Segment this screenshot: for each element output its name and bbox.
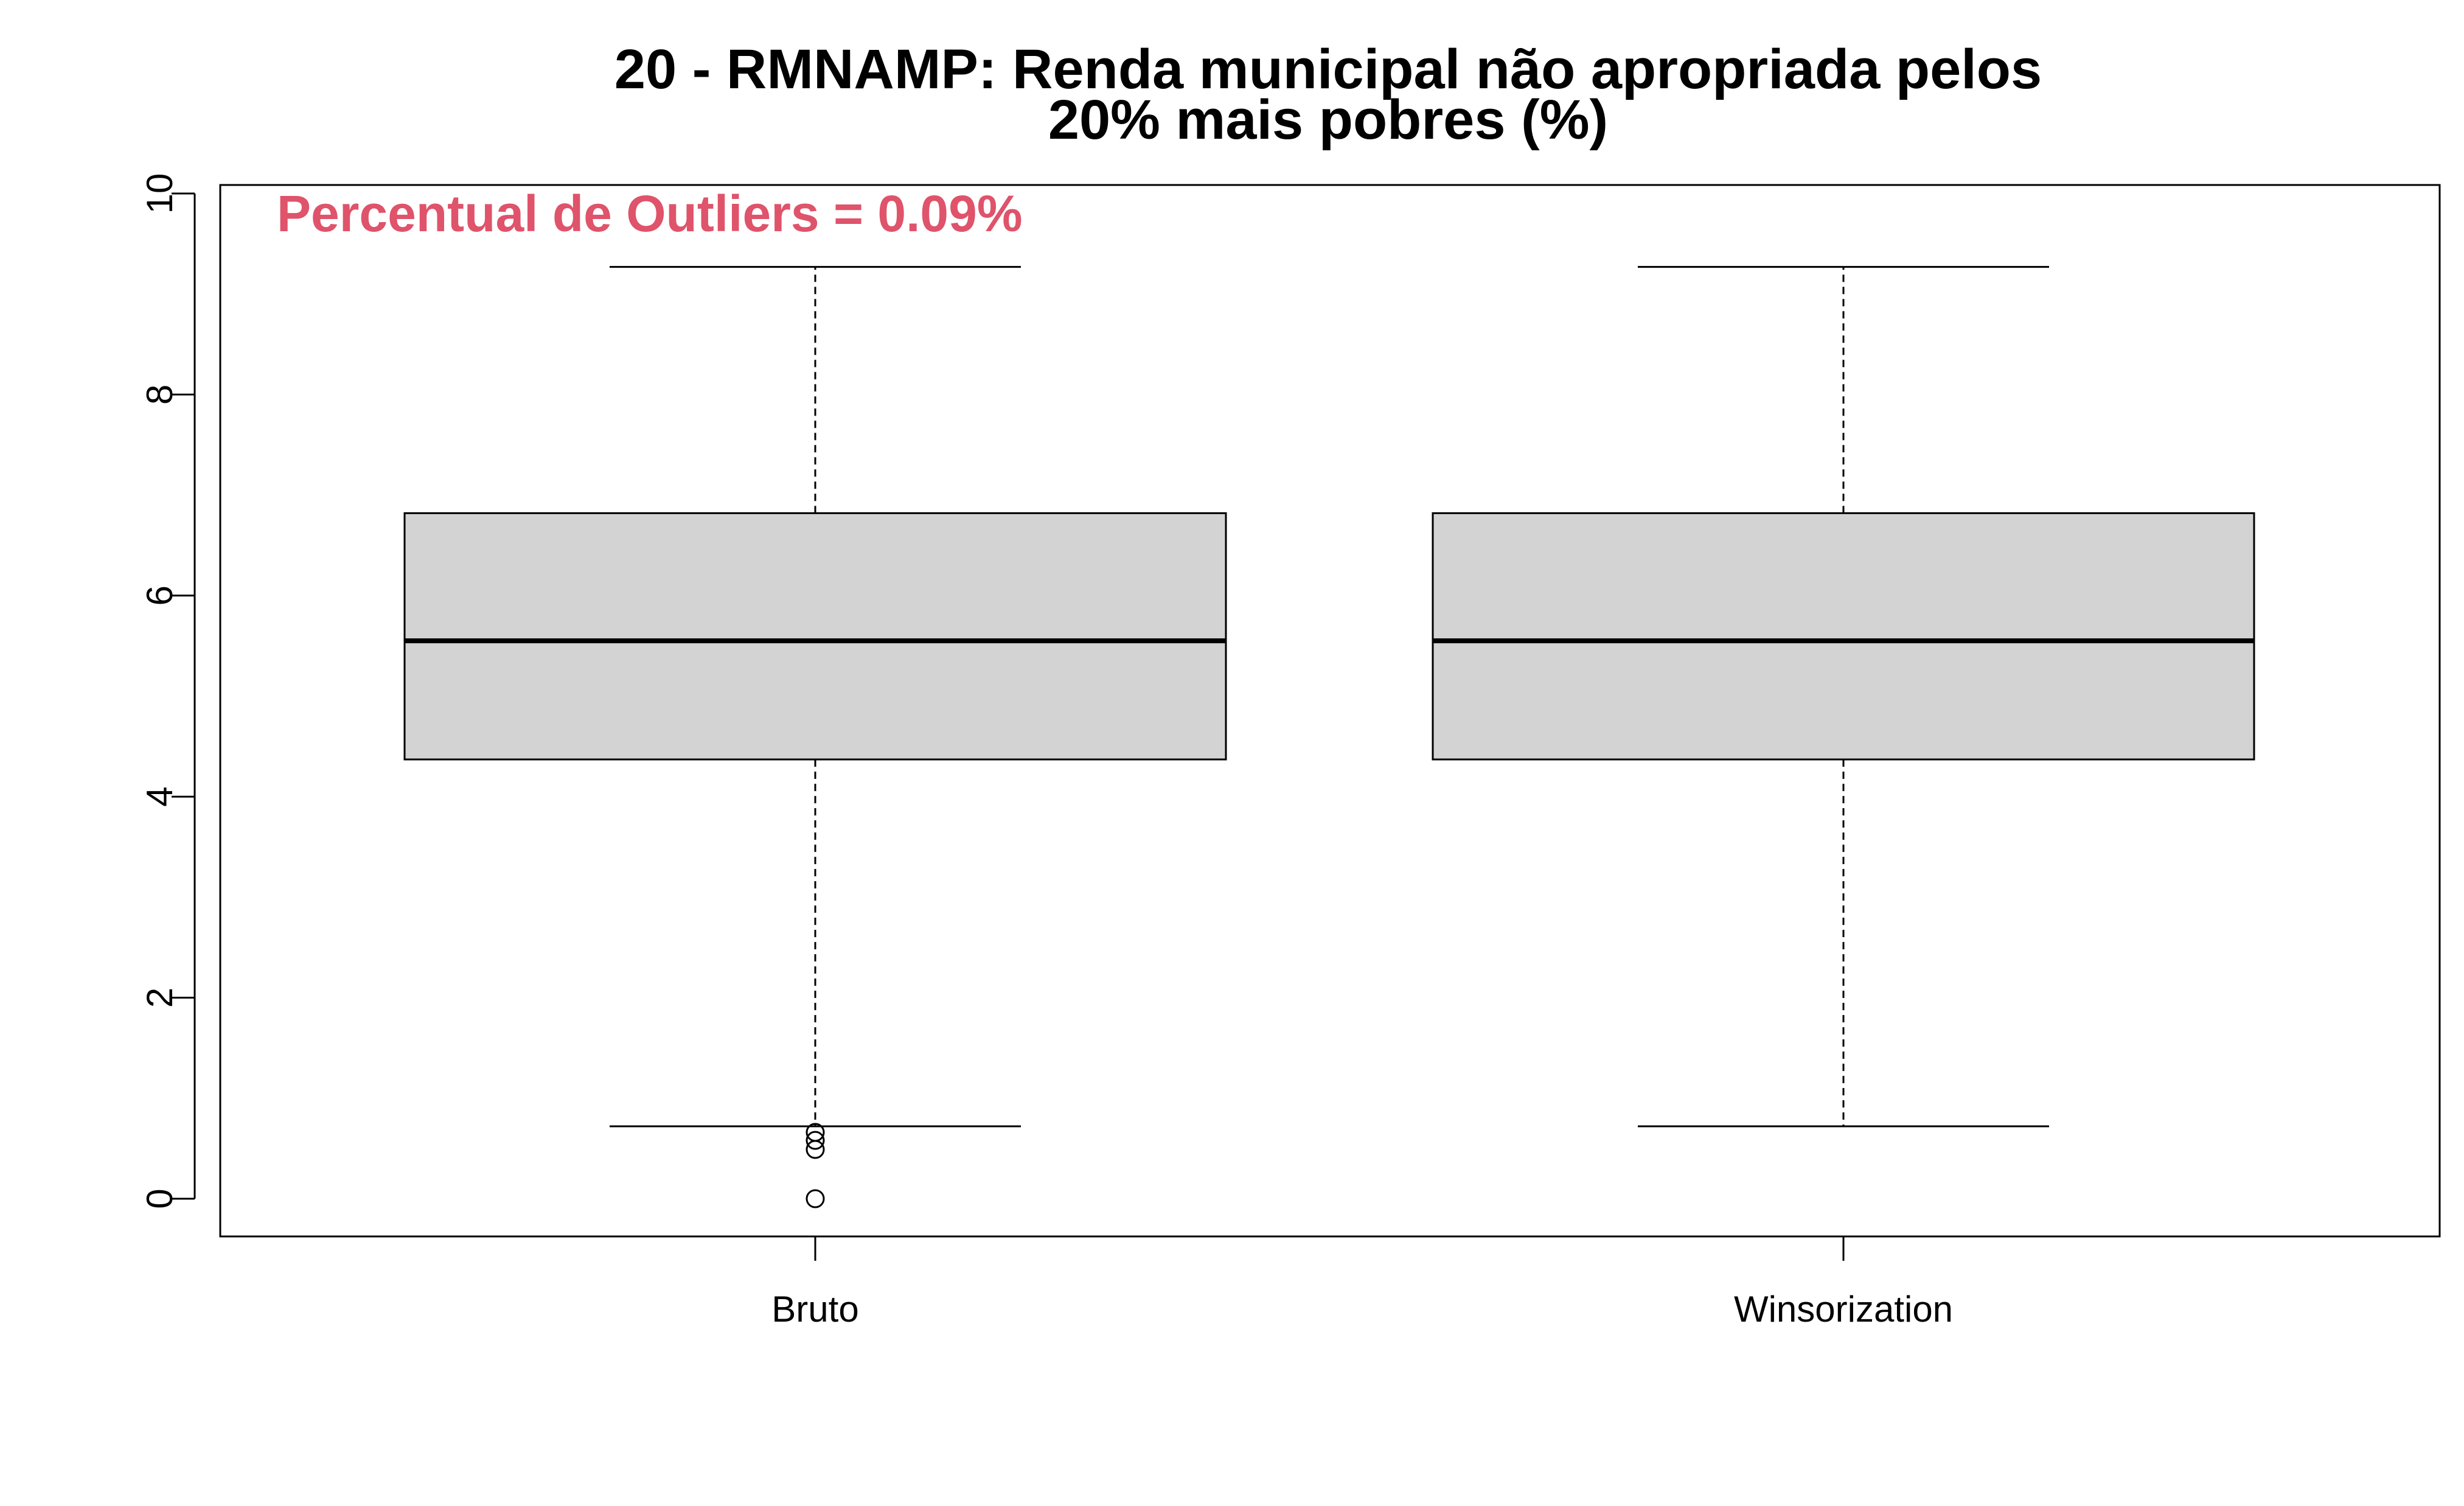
y-tick-label: 10: [139, 173, 180, 214]
x-axis: Bruto Winsorization: [771, 1236, 1953, 1330]
x-tick-label: Winsorization: [1734, 1289, 1953, 1330]
chart-title-line-1: 20 - RMNAMP: Renda municipal não apropri…: [614, 38, 2042, 100]
outlier-point: [806, 1189, 825, 1208]
plot-frame: [219, 184, 2441, 1238]
y-tick-label: 8: [139, 385, 180, 405]
y-tick-label: 6: [139, 585, 180, 605]
y-tick-label: 4: [139, 787, 180, 807]
y-tick-label: 0: [139, 1188, 180, 1208]
chart-title-line-2: 20% mais pobres (%): [1048, 89, 1608, 151]
box-winsorization: [1432, 266, 2255, 1128]
iqr-box: [1432, 512, 2255, 761]
x-tick-label: Bruto: [771, 1289, 858, 1330]
outlier-point: [806, 1131, 825, 1150]
y-tick-label: 2: [139, 988, 180, 1008]
y-axis: 0 2 4 6 8 10: [139, 173, 196, 1209]
outlier-point: [806, 1123, 825, 1142]
outlier-percent-annotation: Percentual de Outliers = 0.09%: [277, 185, 1023, 242]
boxes-layer: [403, 266, 2255, 1208]
box-bruto: [403, 266, 1227, 1208]
iqr-box: [403, 512, 1227, 761]
